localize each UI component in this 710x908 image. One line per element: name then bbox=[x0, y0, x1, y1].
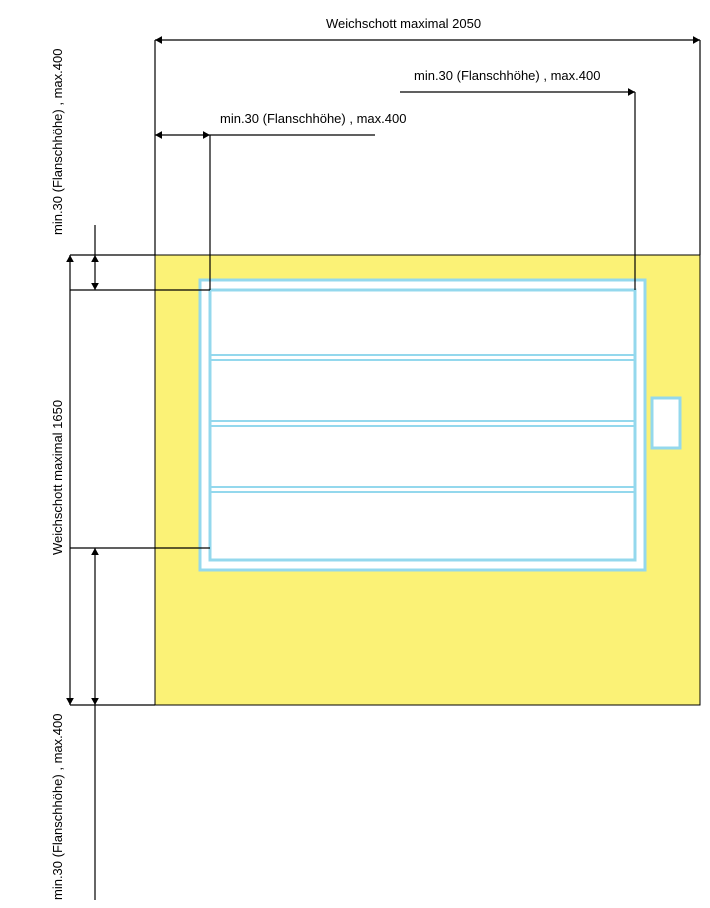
dim-label-right-flansch: min.30 (Flanschhöhe) , max.400 bbox=[414, 68, 600, 83]
dim-label-top-left-v: min.30 (Flanschhöhe) , max.400 bbox=[50, 49, 65, 235]
dim-label-top: Weichschott maximal 2050 bbox=[326, 16, 481, 31]
technical-drawing bbox=[0, 0, 710, 908]
dim-label-bottom-left-v: min.30 (Flanschhöhe) , max.400 bbox=[50, 714, 65, 900]
dim-label-mid-left-v: Weichschott maximal 1650 bbox=[50, 400, 65, 555]
dim-label-left-flansch-h: min.30 (Flanschhöhe) , max.400 bbox=[220, 111, 406, 126]
